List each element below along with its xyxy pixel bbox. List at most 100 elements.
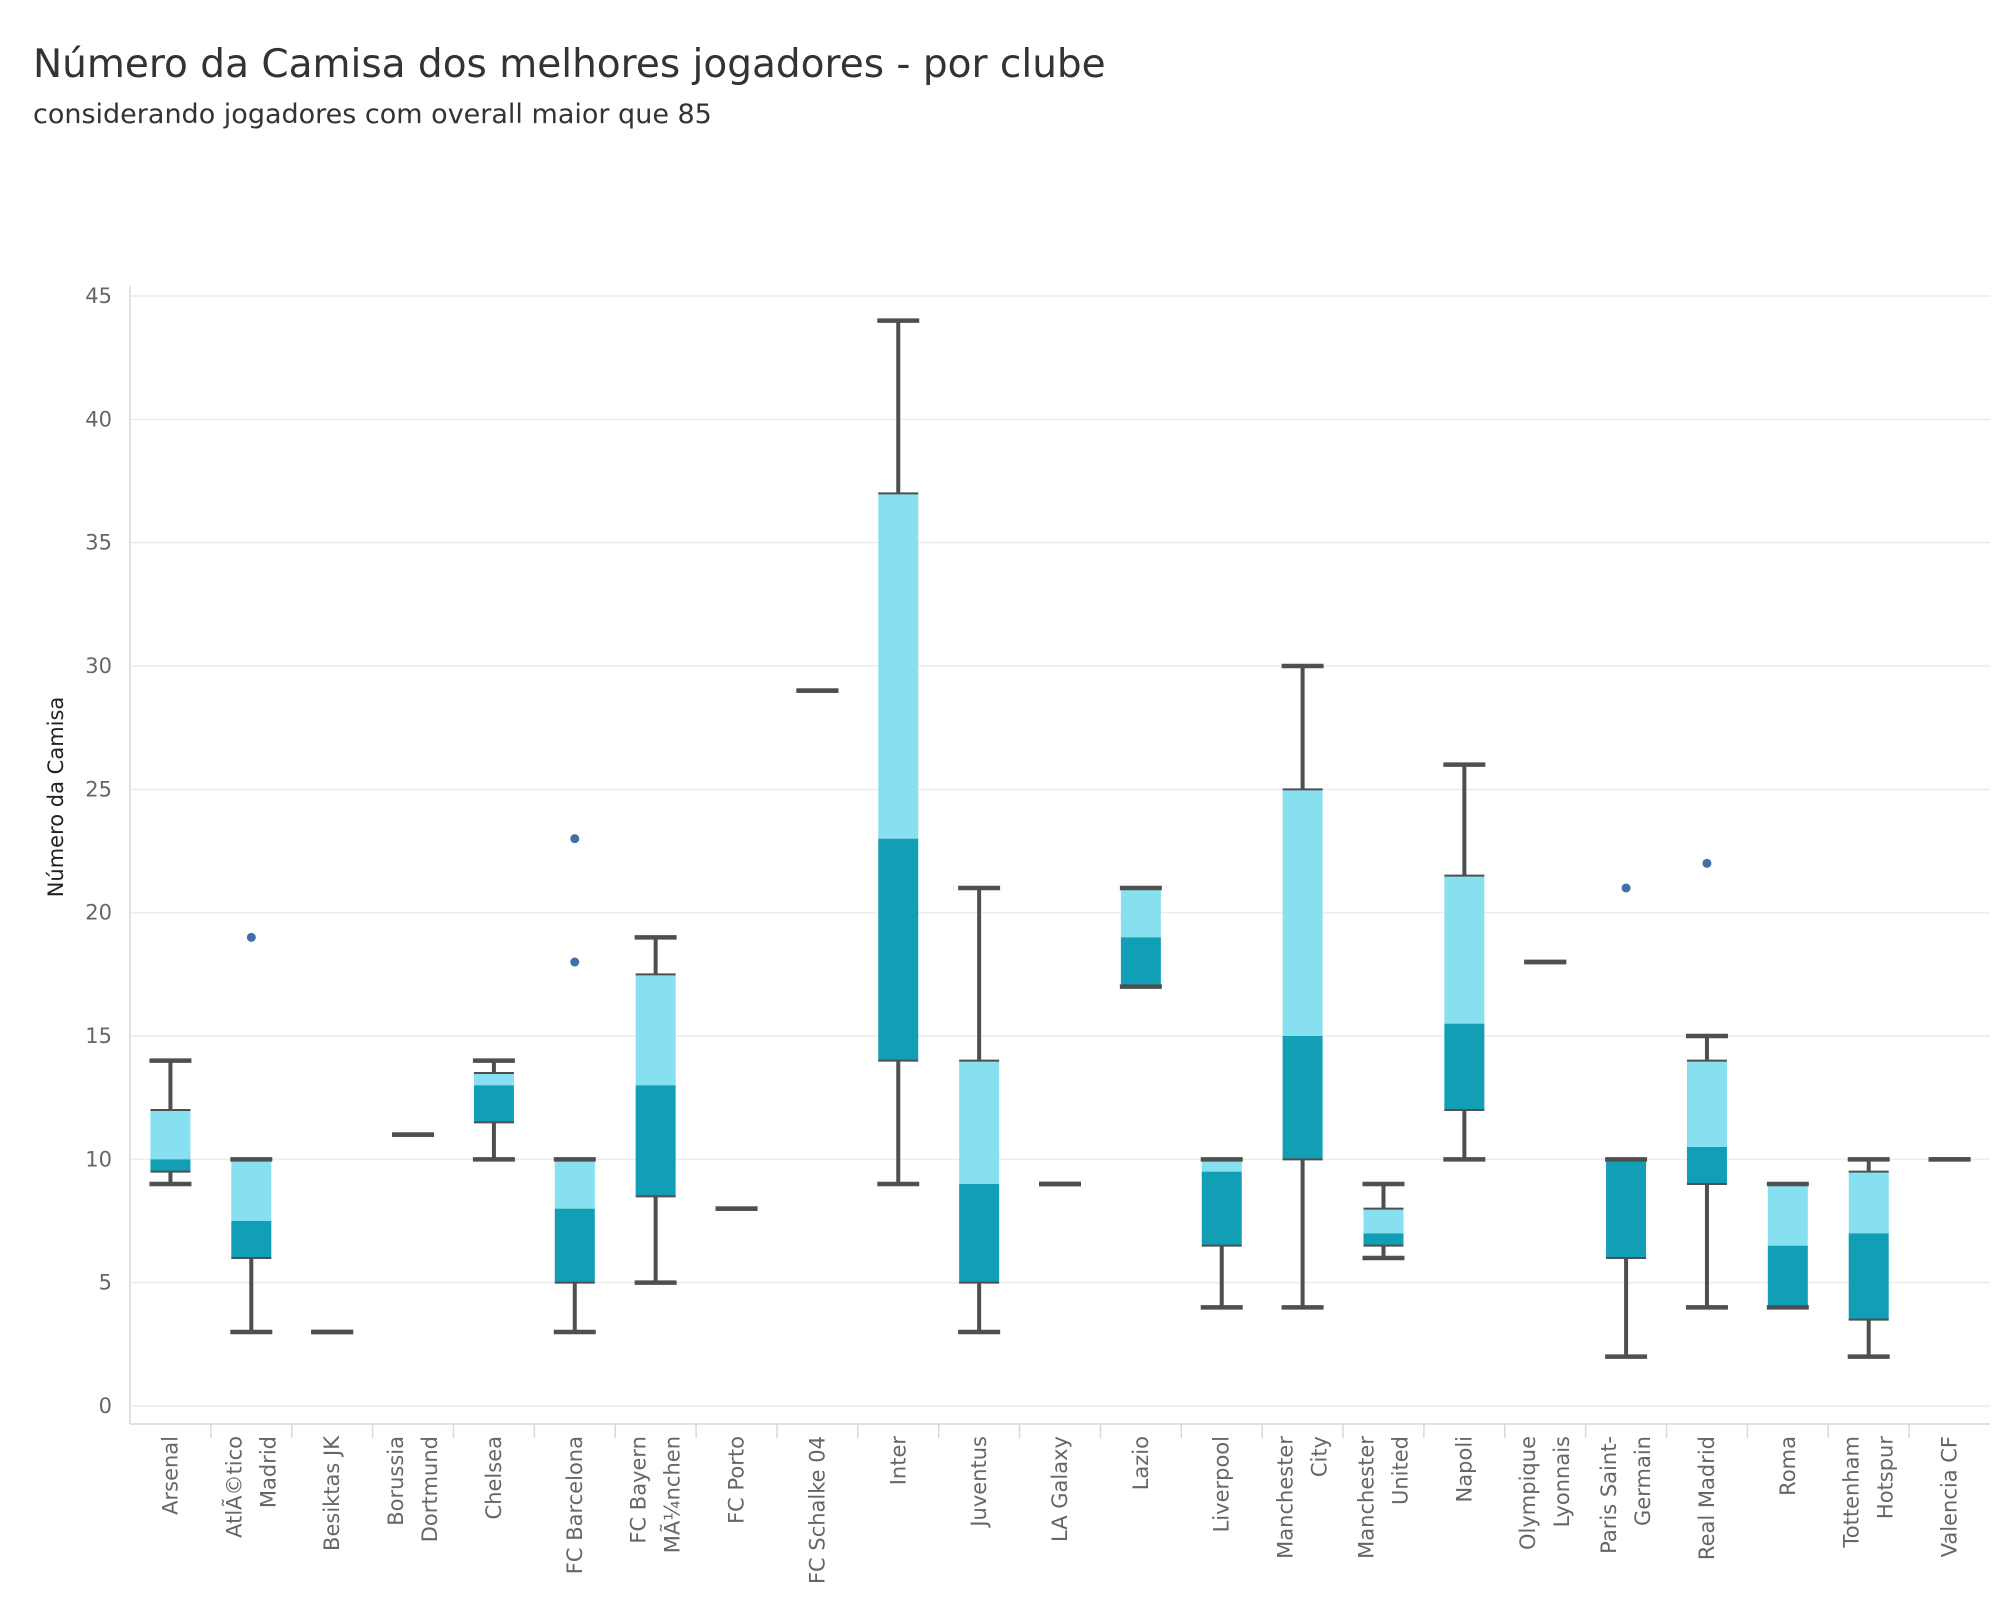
box-lower	[1848, 1233, 1889, 1320]
chart-title: Número da Camisa dos melhores jogadores …	[33, 42, 1106, 87]
box-upper	[1686, 1060, 1727, 1147]
gridlines	[130, 295, 1990, 1407]
x-tick-label: Manchester	[1354, 1436, 1378, 1559]
box-lower	[1767, 1245, 1808, 1308]
y-axis-label: Número da Camisa	[44, 697, 68, 898]
box-upper	[1444, 875, 1485, 1024]
box-group	[1847, 1157, 1890, 1359]
box-group	[958, 885, 1001, 1335]
x-tick-label: FC Porto	[725, 1436, 749, 1524]
x-tick-label: Manchester	[1274, 1436, 1298, 1559]
box-group	[1281, 663, 1324, 1310]
box-lower	[1686, 1147, 1727, 1184]
outlier-point	[1702, 858, 1712, 868]
box-lower	[1120, 937, 1161, 987]
box-lower	[554, 1208, 595, 1283]
y-tick-label: 25	[85, 777, 112, 801]
x-tick-label: MÃ¼nchen	[659, 1436, 685, 1553]
box-group	[553, 834, 596, 1335]
box-upper	[1120, 888, 1161, 938]
x-tick-label: Valencia CF	[1938, 1436, 1962, 1557]
x-tick-label: LA Galaxy	[1048, 1436, 1072, 1542]
box-group	[149, 1058, 192, 1187]
box-group	[1685, 858, 1728, 1310]
box-lower	[1363, 1233, 1404, 1246]
box-lower	[1606, 1159, 1647, 1258]
y-tick-label: 15	[85, 1024, 112, 1048]
x-tick-label: Arsenal	[158, 1436, 182, 1515]
box-lower	[473, 1085, 514, 1123]
x-axis: Arsenal AtlÃ©tico Madrid Besiktas JK Borussi…	[130, 1423, 1990, 1584]
x-tick-label: Liverpool	[1210, 1436, 1234, 1532]
box-lower	[231, 1221, 272, 1258]
y-tick-label: 35	[85, 531, 112, 555]
x-tick-label: Lazio	[1129, 1436, 1153, 1490]
outlier-point	[246, 932, 256, 942]
x-tick-label: Dortmund	[418, 1436, 442, 1542]
y-axis: 0 5 10 15 20 25 30 35 40 45	[85, 284, 131, 1424]
box-group	[634, 935, 677, 1285]
box-group	[1766, 1181, 1809, 1310]
box-lower	[1201, 1171, 1242, 1246]
y-tick-label: 0	[99, 1394, 112, 1418]
box-group	[1443, 762, 1486, 1162]
x-tick-label: Lyonnais	[1550, 1436, 1574, 1527]
box-group	[1200, 1157, 1243, 1310]
plot-area	[149, 318, 1971, 1359]
x-tick-label: Besiktas JK	[320, 1435, 344, 1551]
x-tick-label: FC Schalke 04	[805, 1436, 829, 1584]
outlier-point	[1621, 883, 1631, 893]
x-tick-label: Real Madrid	[1695, 1436, 1719, 1560]
box-upper	[635, 974, 676, 1086]
box-upper	[150, 1110, 191, 1160]
x-tick-label: Chelsea	[482, 1436, 506, 1519]
y-tick-label: 40	[85, 407, 112, 431]
outlier-point	[570, 834, 580, 844]
box-group	[877, 318, 920, 1187]
box-upper	[878, 493, 919, 839]
box-upper	[1201, 1159, 1242, 1172]
box-lower	[1282, 1036, 1323, 1160]
box-lower	[878, 838, 919, 1061]
y-tick-label: 45	[85, 284, 112, 308]
y-tick-label: 20	[85, 901, 112, 925]
box-upper	[554, 1159, 595, 1209]
x-tick-label: FC Barcelona	[563, 1436, 587, 1574]
box-upper	[1848, 1171, 1889, 1234]
x-tick-label: Roma	[1776, 1436, 1800, 1496]
box-group	[1119, 885, 1162, 989]
box-lower	[635, 1085, 676, 1197]
chart-subtitle: considerando jogadores com overall maior…	[33, 99, 712, 130]
y-tick-label: 5	[99, 1271, 112, 1295]
box-upper	[959, 1060, 1000, 1184]
box-lower	[1444, 1023, 1485, 1110]
y-tick-label: 10	[85, 1147, 112, 1171]
box-lower	[959, 1184, 1000, 1283]
box-upper	[1282, 789, 1323, 1036]
x-tick-label: United	[1388, 1436, 1412, 1505]
x-tick-label: Borussia	[384, 1436, 408, 1526]
box-upper	[1363, 1208, 1404, 1234]
x-tick-label: Olympique	[1516, 1436, 1540, 1550]
x-tick-label: Tottenham	[1840, 1436, 1864, 1548]
outlier-point	[570, 957, 580, 967]
x-tick-label: Napoli	[1452, 1436, 1476, 1502]
x-tick-label: Hotspur	[1874, 1436, 1898, 1519]
box-upper	[231, 1159, 272, 1221]
x-tick-label: Inter	[886, 1436, 910, 1486]
box-group	[472, 1058, 515, 1162]
box-upper	[473, 1073, 514, 1086]
x-tick-label: Paris Saint-	[1597, 1436, 1621, 1554]
box-lower	[150, 1159, 191, 1172]
x-tick-label: AtlÃ©tico	[220, 1436, 246, 1538]
x-tick-label: City	[1308, 1436, 1332, 1477]
y-tick-label: 30	[85, 654, 112, 678]
box-group	[1605, 883, 1648, 1359]
box-upper	[1767, 1184, 1808, 1246]
box-group	[230, 932, 273, 1335]
x-tick-label: Juventus	[967, 1436, 991, 1529]
box-group	[1362, 1181, 1405, 1261]
x-tick-label: Germain	[1631, 1436, 1655, 1526]
x-tick-label: FC Bayern	[627, 1436, 651, 1544]
